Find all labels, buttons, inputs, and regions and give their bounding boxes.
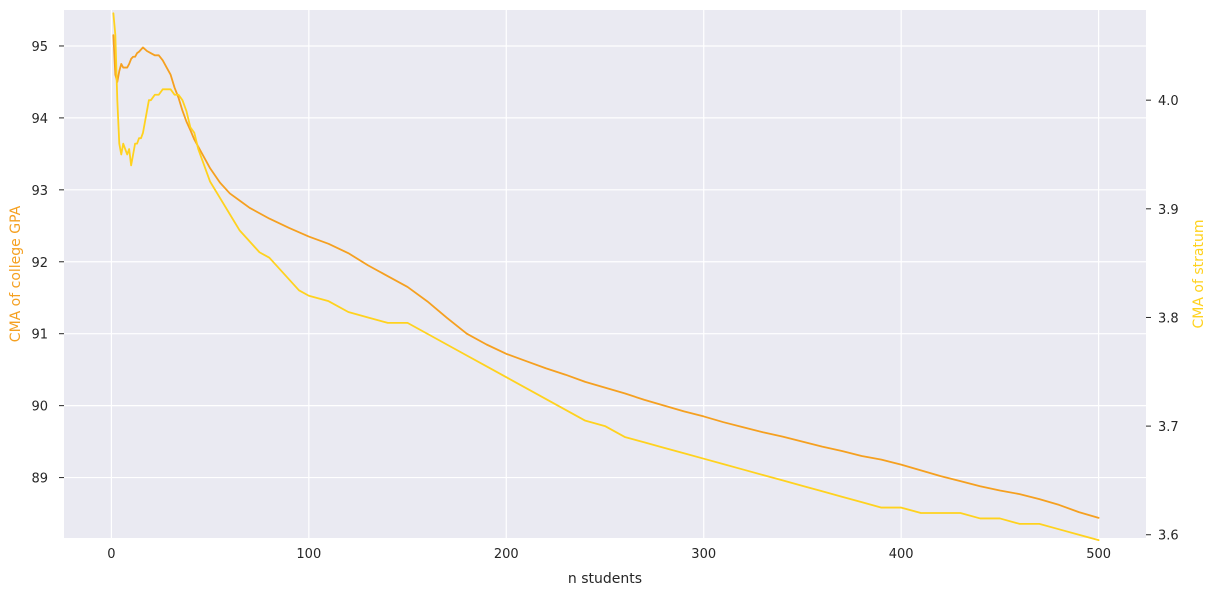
y-axis-left-title: CMA of college GPA bbox=[8, 205, 24, 342]
x-axis-title: n students bbox=[568, 571, 642, 587]
x-tick-label: 300 bbox=[691, 547, 716, 562]
plot-background bbox=[64, 10, 1146, 538]
y-right-tick-label: 3.6 bbox=[1158, 529, 1179, 544]
y-right-tick-label: 3.8 bbox=[1158, 311, 1179, 326]
y-right-tick-label: 3.7 bbox=[1158, 420, 1179, 435]
gpa-series-line bbox=[112, 34, 1100, 519]
y-left-tick-label: 90 bbox=[31, 400, 48, 415]
x-tick-label: 200 bbox=[494, 547, 519, 562]
y-right-tick-label: 4.0 bbox=[1158, 94, 1179, 109]
y-axis-right-title: CMA of stratum bbox=[1191, 220, 1207, 329]
y-left-tick-label: 95 bbox=[31, 40, 48, 55]
y-left-tick-label: 94 bbox=[31, 112, 48, 127]
x-tick-label: 400 bbox=[889, 547, 914, 562]
y-left-tick-label: 89 bbox=[31, 472, 48, 487]
tick-labels: 0 100 200 300 400 500 89 90 91 92 93 94 95 3.6 3.7 3.8 3… bbox=[31, 40, 1178, 562]
series-lines bbox=[112, 12, 1100, 542]
grid-lines bbox=[64, 10, 1146, 538]
y-left-tick-label: 92 bbox=[31, 256, 48, 271]
y-right-tick-label: 3.9 bbox=[1158, 203, 1179, 218]
stratum-series-line bbox=[112, 12, 1100, 542]
x-tick-label: 500 bbox=[1086, 547, 1111, 562]
y-left-tick-label: 93 bbox=[31, 184, 48, 199]
y-left-tick-label: 91 bbox=[31, 328, 48, 343]
x-tick-label: 0 bbox=[107, 547, 115, 562]
x-tick-label: 100 bbox=[296, 547, 321, 562]
